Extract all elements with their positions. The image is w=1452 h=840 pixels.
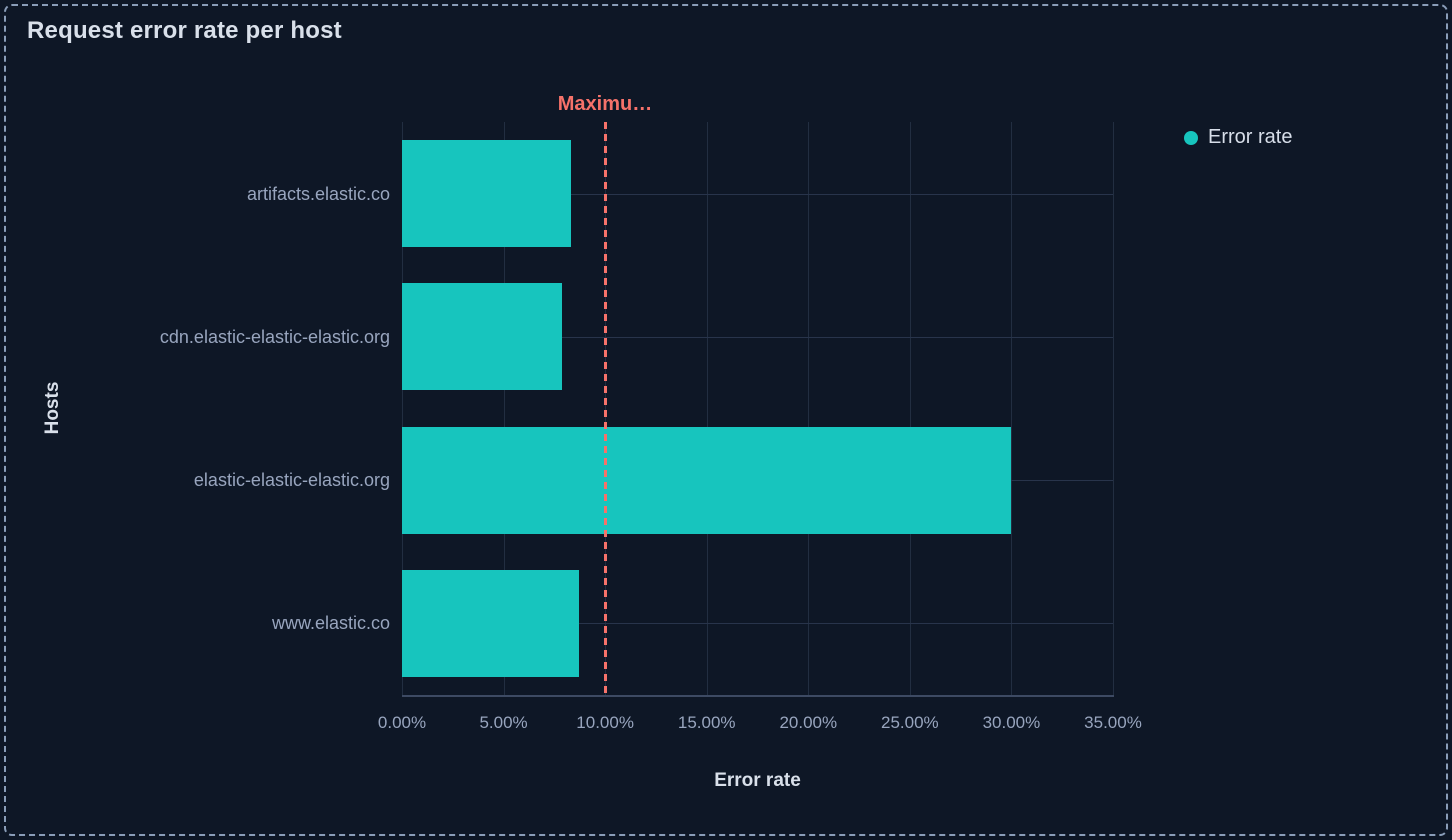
x-tick-label: 20.00% [779, 713, 838, 732]
vertical-gridline [1113, 122, 1114, 695]
x-tick-label: 25.00% [881, 713, 939, 732]
x-tick-label: 5.00% [479, 713, 528, 732]
threshold-label: Maximu… [557, 93, 653, 115]
vertical-gridline [706, 122, 708, 695]
bar-cdn.elastic-elastic-elastic.org[interactable] [402, 283, 563, 391]
y-category-label: www.elastic.co [271, 613, 390, 634]
vertical-gridline [402, 122, 403, 695]
x-axis-title: Error rate [714, 770, 801, 791]
y-category-label: cdn.elastic-elastic-elastic.org [159, 326, 390, 347]
y-category-label: elastic-elastic-elastic.org [193, 470, 390, 491]
horizontal-gridline [402, 623, 1113, 625]
vertical-gridline [808, 122, 810, 695]
threshold-line [604, 122, 608, 695]
chart-panel [4, 4, 1448, 836]
chart-title: Request error rate per host [27, 17, 342, 44]
bar-elastic-elastic-elastic.org[interactable] [402, 426, 1012, 534]
horizontal-gridline [402, 336, 1113, 338]
vertical-gridline [503, 122, 505, 695]
y-category-label: artifacts.elastic.co [246, 183, 390, 204]
vertical-gridline [1011, 122, 1013, 695]
y-axis-title: Hosts [42, 381, 63, 435]
plot-area [402, 122, 1114, 695]
legend-series-label: Error rate [1208, 126, 1293, 148]
x-tick-label: 15.00% [677, 713, 736, 732]
bar-artifacts.elastic.co[interactable] [402, 140, 571, 248]
bar-www.elastic.co[interactable] [402, 569, 579, 677]
x-tick-label: 35.00% [1084, 713, 1142, 732]
x-tick-label: 30.00% [982, 713, 1041, 732]
legend-item-error-rate[interactable]: Error rate [1184, 126, 1292, 149]
x-tick-label: 10.00% [576, 713, 634, 732]
vertical-gridline [909, 122, 911, 695]
x-tick-label: 0.00% [377, 713, 427, 732]
horizontal-gridline [402, 193, 1113, 195]
x-axis-line [402, 695, 1114, 697]
legend-series-dot-icon [1184, 130, 1198, 145]
